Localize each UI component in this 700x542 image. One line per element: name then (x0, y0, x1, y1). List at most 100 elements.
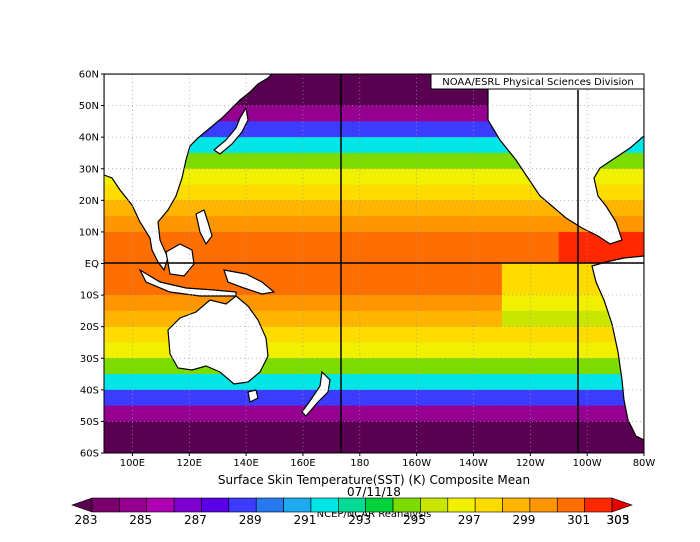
sst-cell (331, 247, 347, 264)
sst-cell (558, 231, 574, 249)
sst-cell (359, 342, 375, 359)
sst-cell (231, 184, 247, 201)
sst-cell (388, 168, 403, 186)
sst-cell (544, 405, 560, 422)
sst-cell (160, 437, 176, 453)
sst-cell (445, 326, 460, 343)
sst-cell (459, 137, 474, 154)
sst-cell (374, 405, 389, 422)
sst-cell (402, 247, 418, 264)
sst-cell (388, 342, 403, 359)
sst-cell (374, 200, 389, 217)
sst-cell (530, 247, 546, 264)
sst-cell (160, 216, 176, 233)
sst-cell (402, 152, 418, 170)
sst-cell (345, 247, 361, 264)
sst-cell (430, 374, 446, 391)
borneo (165, 243, 195, 277)
sst-cell (217, 216, 233, 233)
sst-cell (473, 295, 489, 312)
lon-tick-label: 120E (177, 458, 202, 469)
sst-cell (402, 184, 418, 201)
sst-cell (302, 310, 318, 328)
sst-cell (374, 168, 389, 186)
sst-cell (345, 263, 361, 280)
sst-cell (374, 184, 389, 201)
sst-cell (189, 374, 204, 391)
sst-cell (388, 374, 403, 391)
sst-cell (345, 295, 361, 312)
sst-cell (331, 295, 347, 312)
sst-cell (302, 152, 318, 170)
sst-cell (203, 421, 219, 438)
sst-cell (132, 374, 148, 391)
sst-cell (175, 200, 190, 217)
sst-cell (516, 216, 531, 233)
sst-cell (274, 310, 290, 328)
sst-cell (302, 121, 318, 138)
sst-cell (359, 137, 375, 154)
sst-cell (302, 89, 318, 107)
sst-cell (501, 310, 517, 328)
sst-cell (402, 279, 418, 296)
north-america (487, 74, 644, 245)
sst-cell (402, 168, 418, 186)
colorbar-tick-label: 287 (184, 513, 207, 527)
sst-cell (345, 152, 361, 170)
sst-cell (260, 421, 276, 438)
sst-cell (516, 342, 531, 359)
sst-cell (274, 200, 290, 217)
sst-cell (274, 231, 290, 249)
sst-cell (302, 263, 318, 280)
sst-cell (288, 231, 304, 249)
sst-cell (430, 279, 446, 296)
sst-cell (572, 421, 588, 438)
sst-cell (402, 231, 418, 249)
sst-cell (615, 200, 631, 217)
sst-cell (104, 263, 119, 280)
sst-cell (459, 342, 474, 359)
sst-cell (374, 105, 389, 122)
sst-cell (374, 374, 389, 391)
sst-cell (558, 374, 574, 391)
sst-cell (260, 152, 276, 170)
sst-cell (445, 137, 460, 154)
lat-tick-label: 60N (79, 70, 99, 81)
sst-cell (374, 279, 389, 296)
sst-cell (530, 295, 546, 312)
colorbar-tick-label: 301 (567, 513, 590, 527)
sst-cell (473, 89, 489, 107)
sst-cell (416, 310, 432, 328)
sst-cell (288, 137, 304, 154)
sst-cell (331, 216, 347, 233)
sst-cell (587, 374, 602, 391)
sst-cell (317, 310, 332, 328)
sst-cell (473, 247, 489, 264)
sst-cell (132, 358, 148, 375)
sst-cell (572, 231, 588, 249)
sst-cell (317, 358, 332, 375)
indonesia-islands (138, 268, 237, 297)
sst-cell (359, 326, 375, 343)
sst-cell (359, 231, 375, 249)
sst-cell (558, 358, 574, 375)
sst-cell (217, 184, 233, 201)
sst-cell (302, 279, 318, 296)
sst-cell (388, 184, 403, 201)
sst-cell (274, 279, 290, 296)
sst-cell (459, 279, 474, 296)
sst-cell (487, 137, 503, 154)
sst-cell (501, 326, 517, 343)
sst-cell (615, 216, 631, 233)
sst-cell (345, 231, 361, 249)
sst-cell (473, 437, 489, 453)
sst-cell (487, 200, 503, 217)
sst-cell (317, 326, 332, 343)
sst-cell (430, 421, 446, 438)
sst-cell (317, 168, 332, 186)
sst-cell (374, 152, 389, 170)
sst-cell (416, 105, 432, 122)
sst-cell (473, 200, 489, 217)
sst-cell (544, 342, 560, 359)
